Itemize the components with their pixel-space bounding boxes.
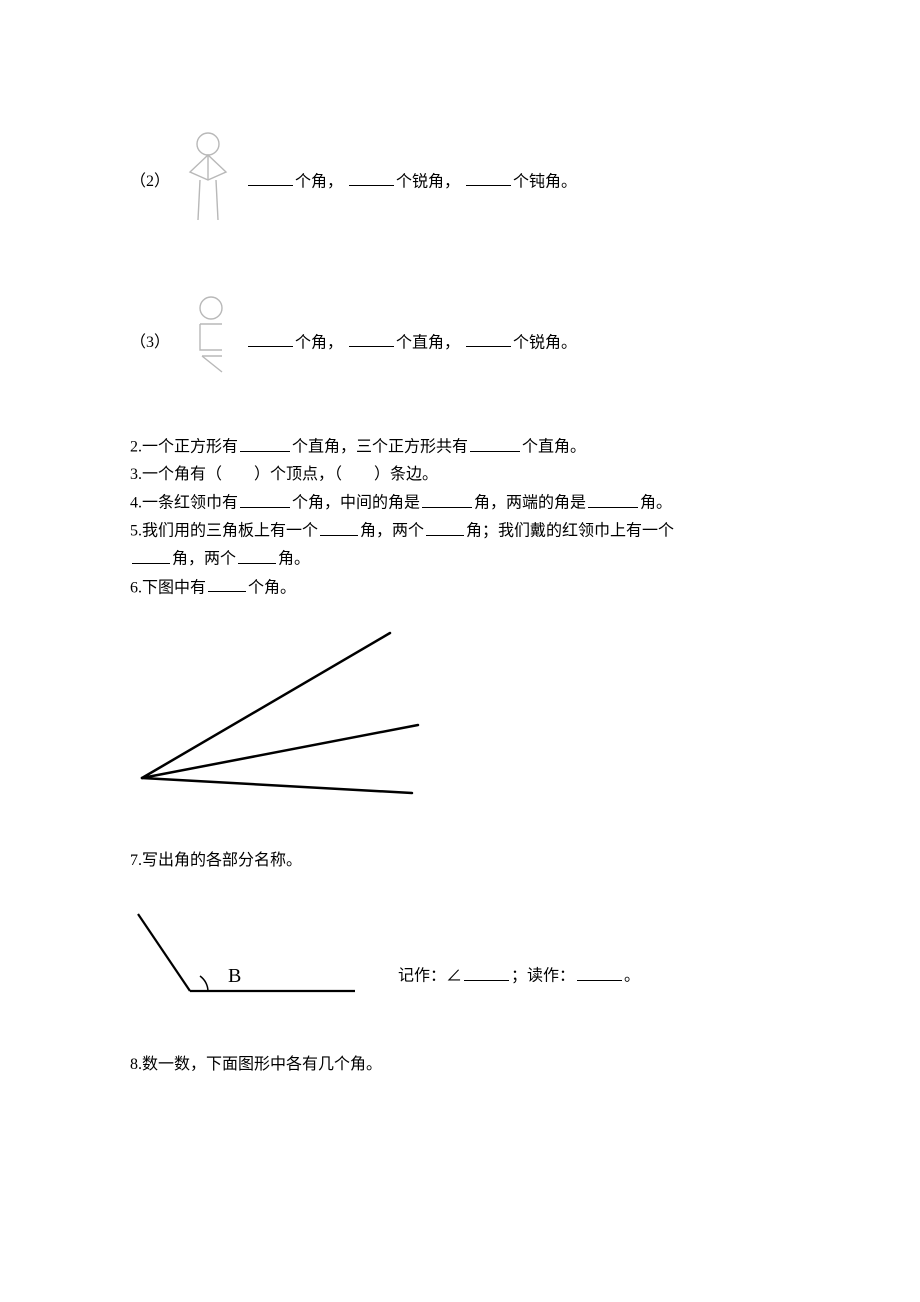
label: 个角， [295,173,343,190]
q6-figure [130,623,790,822]
angle-rays-icon [130,623,440,813]
label: 角，两个 [172,551,236,568]
label: 角，两个 [360,523,424,540]
label: 个角，中间的角是 [292,495,420,512]
q1-2-index: （2） [130,169,170,195]
q1-2-text: 个角， 个锐角， 个钝角。 [246,169,577,195]
question-3: 3.一个角有（ ）个顶点，（ ）条边。 [130,462,790,488]
blank [577,963,622,981]
blank [320,518,358,536]
label: 个角， [295,334,343,351]
label: 个锐角， [396,173,460,190]
label: 角。 [640,495,672,512]
question-1-2: （2） 个角， 个锐角， 个钝角。 [130,130,790,234]
label: 个直角，三个正方形共有 [292,439,468,456]
question-6: 6.下图中有 个角。 [130,575,790,601]
blank [470,434,520,452]
angle-b-label: B [228,960,241,992]
q7-text: 记作：∠ ；读作： 。 [398,963,640,1009]
spacer [130,1010,790,1050]
question-7-title: 7.写出角的各部分名称。 [130,848,790,874]
label: 3.一个角有（ [130,466,222,483]
label: 5.我们用的三角板上有一个 [130,523,318,540]
label: 角。 [278,551,310,568]
blank [248,330,293,348]
label: 7.写出角的各部分名称。 [130,852,302,869]
label: 。 [624,968,640,985]
blank [240,434,290,452]
spacer [130,821,790,846]
q1-3-figure [178,294,238,393]
question-2: 2.一个正方形有 个直角，三个正方形共有 个直角。 [130,434,790,460]
blank [422,490,472,508]
question-1-3: （3） 个角， 个直角， 个锐角。 [130,294,790,393]
spacer [130,603,790,623]
blank [238,546,276,564]
question-5-line2: 角，两个 角。 [130,546,790,572]
label: 个直角， [396,334,460,351]
blank [132,546,170,564]
blank [464,963,509,981]
blank [248,169,293,187]
label: 8.数一数，下面图形中各有几个角。 [130,1056,382,1073]
spacer [130,876,790,906]
blank [240,490,290,508]
label: 记作：∠ [398,968,462,985]
question-4: 4.一条红领巾有 个角，中间的角是 角，两端的角是 角。 [130,490,790,516]
label: ）条边。 [374,466,438,483]
label: 6.下图中有 [130,579,206,596]
spacer [130,234,790,294]
label: 角；我们戴的红领巾上有一个 [466,523,674,540]
spacer [130,392,790,432]
blank [208,575,246,593]
blank [349,169,394,187]
q1-2-figure [178,130,238,234]
blank [349,330,394,348]
angle-b-icon [130,906,360,1001]
page: （2） 个角， 个锐角， 个钝角。 （3） [0,0,920,1139]
label: 4.一条红领巾有 [130,495,238,512]
question-8: 8.数一数，下面图形中各有几个角。 [130,1052,790,1078]
question-7-row: B 记作：∠ ；读作： 。 [130,906,790,1010]
label: 个钝角。 [513,173,577,190]
label: 2.一个正方形有 [130,439,238,456]
label: 个直角。 [522,439,586,456]
label: ；读作： [511,968,575,985]
blank [588,490,638,508]
blank [466,330,511,348]
q1-3-index: （3） [130,330,170,356]
blank [466,169,511,187]
label: 角，两端的角是 [474,495,586,512]
stick-figure-2-icon [178,130,238,225]
label: 个锐角。 [513,334,577,351]
label: 个角。 [248,579,296,596]
q7-figure: B [130,906,360,1010]
q1-3-text: 个角， 个直角， 个锐角。 [246,330,577,356]
question-5-line1: 5.我们用的三角板上有一个 角，两个 角；我们戴的红领巾上有一个 [130,518,790,544]
stick-figure-3-icon [178,294,238,384]
blank [426,518,464,536]
label: ）个顶点，（ [254,466,342,483]
